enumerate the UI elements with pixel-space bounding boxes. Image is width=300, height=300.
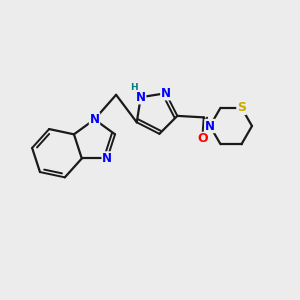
- Text: H: H: [130, 83, 138, 92]
- Text: N: N: [102, 152, 112, 165]
- Text: N: N: [89, 113, 100, 126]
- Text: N: N: [205, 119, 215, 133]
- Text: S: S: [237, 101, 246, 114]
- Text: O: O: [197, 133, 208, 146]
- Text: N: N: [161, 87, 171, 100]
- Text: N: N: [136, 91, 146, 104]
